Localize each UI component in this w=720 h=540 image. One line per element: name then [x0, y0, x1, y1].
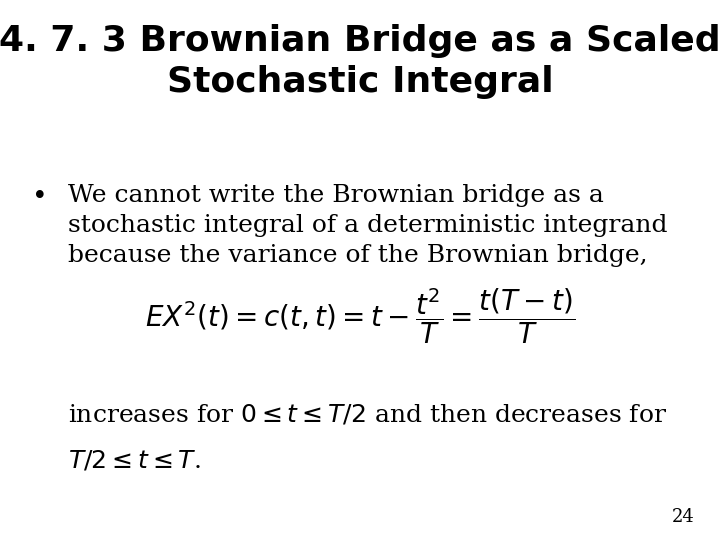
Text: We cannot write the Brownian bridge as a
stochastic integral of a deterministic : We cannot write the Brownian bridge as a… [68, 184, 668, 267]
Text: 4. 7. 3 Brownian Bridge as a Scaled
Stochastic Integral: 4. 7. 3 Brownian Bridge as a Scaled Stoc… [0, 24, 720, 99]
Text: 24: 24 [672, 509, 695, 526]
Text: $EX^{2}(t) = c(t,t) = t - \dfrac{t^{2}}{T} = \dfrac{t(T-t)}{T}$: $EX^{2}(t) = c(t,t) = t - \dfrac{t^{2}}{… [145, 286, 575, 346]
Text: $T/2 \leq t \leq T$.: $T/2 \leq t \leq T$. [68, 448, 201, 472]
Text: increases for $0 \leq t \leq T/2$ and then decreases for: increases for $0 \leq t \leq T/2$ and th… [68, 402, 667, 426]
Text: •: • [32, 184, 48, 208]
